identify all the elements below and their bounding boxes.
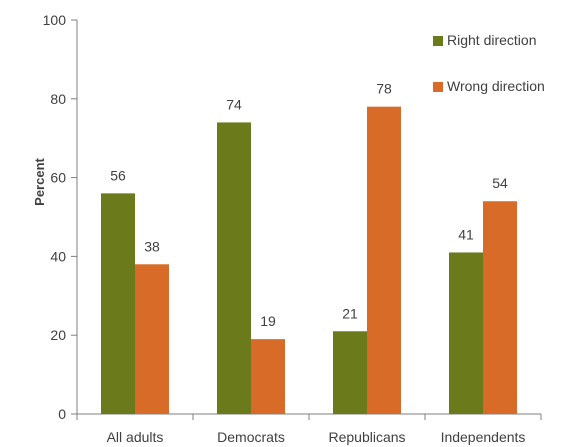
data-label: 38 [144, 238, 160, 254]
bar-wrong-direction [367, 106, 401, 415]
legend-swatch [433, 82, 443, 92]
bar-right-direction [101, 193, 135, 414]
y-tick-label: 80 [50, 91, 66, 107]
bar-wrong-direction [483, 201, 517, 414]
data-label: 56 [110, 167, 126, 183]
x-tick-label: Republicans [328, 429, 405, 445]
data-label: 19 [260, 313, 276, 329]
y-tick-label: 100 [43, 12, 67, 28]
y-tick-label: 40 [50, 248, 66, 264]
y-tick-label: 0 [58, 406, 66, 422]
y-axis-label: Percent [32, 157, 47, 205]
y-tick-label: 20 [50, 327, 66, 343]
data-label: 21 [342, 305, 358, 321]
y-tick-label: 60 [50, 170, 66, 186]
bar-wrong-direction [135, 264, 169, 414]
bars [101, 106, 517, 415]
x-tick-label: Independents [441, 429, 526, 445]
data-labels: 56 74 21 41 38 19 78 54 [110, 81, 508, 329]
data-label: 54 [492, 175, 508, 191]
bar-right-direction [333, 331, 367, 414]
y-axis: 0 20 40 60 80 100 [43, 12, 78, 422]
bar-right-direction [449, 252, 483, 414]
data-label: 78 [376, 81, 392, 97]
legend-swatch [433, 36, 443, 46]
bar-wrong-direction [251, 339, 285, 414]
bar-right-direction [217, 122, 251, 414]
x-tick-label: All adults [107, 429, 164, 445]
x-tick-label: Democrats [217, 429, 285, 445]
legend: Right direction Wrong direction [433, 32, 545, 94]
x-axis: All adults Democrats Republicans Independen… [76, 413, 542, 445]
legend-label: Wrong direction [447, 78, 545, 94]
legend-label: Right direction [447, 32, 537, 48]
data-label: 41 [458, 226, 474, 242]
data-label: 74 [226, 96, 242, 112]
